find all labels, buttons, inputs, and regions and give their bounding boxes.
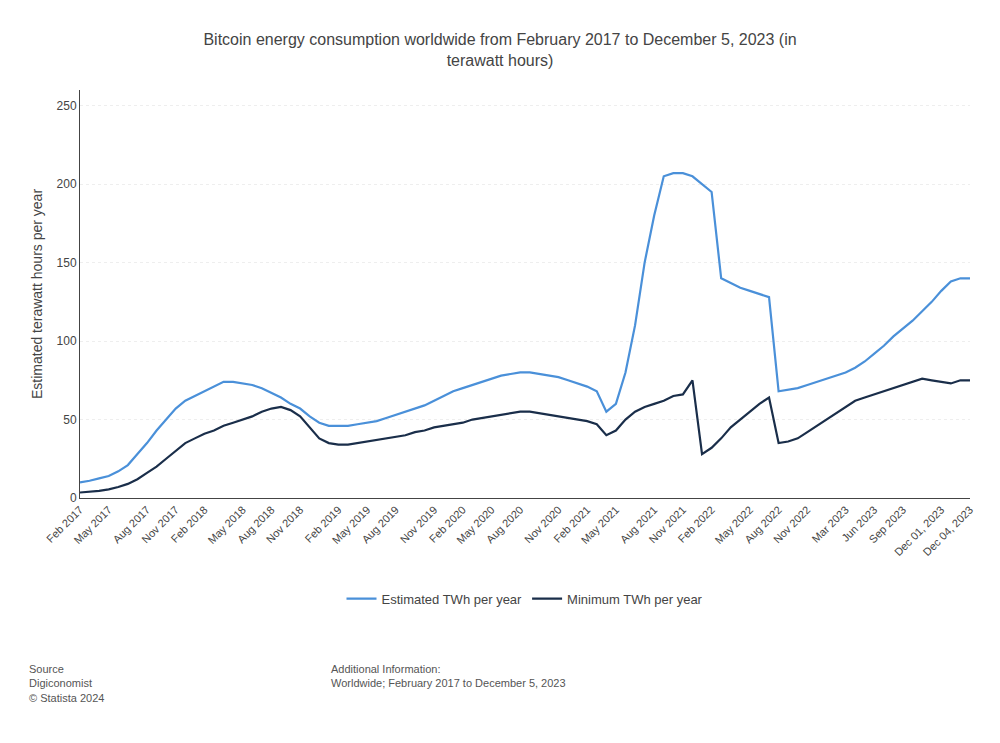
- svg-text:Feb 2022: Feb 2022: [676, 504, 717, 545]
- svg-text:Estimated TWh per year: Estimated TWh per year: [382, 592, 523, 607]
- svg-text:Aug 2020: Aug 2020: [484, 504, 526, 546]
- svg-text:Nov 2017: Nov 2017: [139, 504, 181, 546]
- svg-text:Jun 2023: Jun 2023: [839, 504, 879, 544]
- svg-text:May 2019: May 2019: [330, 504, 373, 547]
- svg-text:Feb 2020: Feb 2020: [427, 504, 468, 545]
- svg-text:Bitcoin energy consumption wor: Bitcoin energy consumption worldwide fro…: [203, 31, 796, 69]
- svg-text:150: 150: [57, 256, 77, 270]
- svg-text:Feb 2021: Feb 2021: [551, 504, 592, 545]
- svg-text:Aug 2021: Aug 2021: [618, 504, 660, 546]
- svg-text:Mar 2023: Mar 2023: [810, 504, 851, 545]
- svg-text:200: 200: [57, 177, 77, 191]
- svg-text:Minimum TWh per year: Minimum TWh per year: [567, 592, 703, 607]
- svg-text:May 2021: May 2021: [579, 504, 622, 547]
- svg-text:Nov 2019: Nov 2019: [398, 504, 440, 546]
- svg-text:Sep 2023: Sep 2023: [867, 504, 909, 546]
- svg-text:Nov 2021: Nov 2021: [646, 504, 688, 546]
- svg-text:Feb 2017: Feb 2017: [44, 504, 85, 545]
- svg-text:Feb 2019: Feb 2019: [302, 504, 343, 545]
- svg-text:100: 100: [57, 334, 77, 348]
- svg-text:Aug 2017: Aug 2017: [110, 504, 152, 546]
- svg-text:May 2018: May 2018: [205, 504, 248, 547]
- svg-text:May 2022: May 2022: [713, 504, 756, 547]
- svg-text:May 2017: May 2017: [71, 504, 114, 547]
- svg-text:May 2020: May 2020: [454, 504, 497, 547]
- svg-text:Dec 01, 2023: Dec 01, 2023: [892, 504, 947, 559]
- svg-text:Aug 2018: Aug 2018: [235, 504, 277, 546]
- svg-text:Estimated terawatt hours per y: Estimated terawatt hours per year: [29, 189, 45, 399]
- svg-text:Nov 2020: Nov 2020: [522, 504, 564, 546]
- svg-text:250: 250: [57, 99, 77, 113]
- svg-text:Nov 2018: Nov 2018: [264, 504, 306, 546]
- svg-text:Additional Information:Worldwi: Additional Information:Worldwide; Februa…: [331, 663, 566, 689]
- svg-text:Aug 2019: Aug 2019: [359, 504, 401, 546]
- svg-text:SourceDigiconomist© Statista 2: SourceDigiconomist© Statista 2024: [29, 663, 104, 704]
- svg-text:Aug 2022: Aug 2022: [742, 504, 784, 546]
- svg-text:Feb 2018: Feb 2018: [168, 504, 209, 545]
- svg-text:Nov 2022: Nov 2022: [771, 504, 813, 546]
- svg-text:Dec 04, 2023: Dec 04, 2023: [921, 504, 976, 559]
- svg-text:50: 50: [63, 413, 77, 427]
- svg-text:0: 0: [70, 491, 77, 505]
